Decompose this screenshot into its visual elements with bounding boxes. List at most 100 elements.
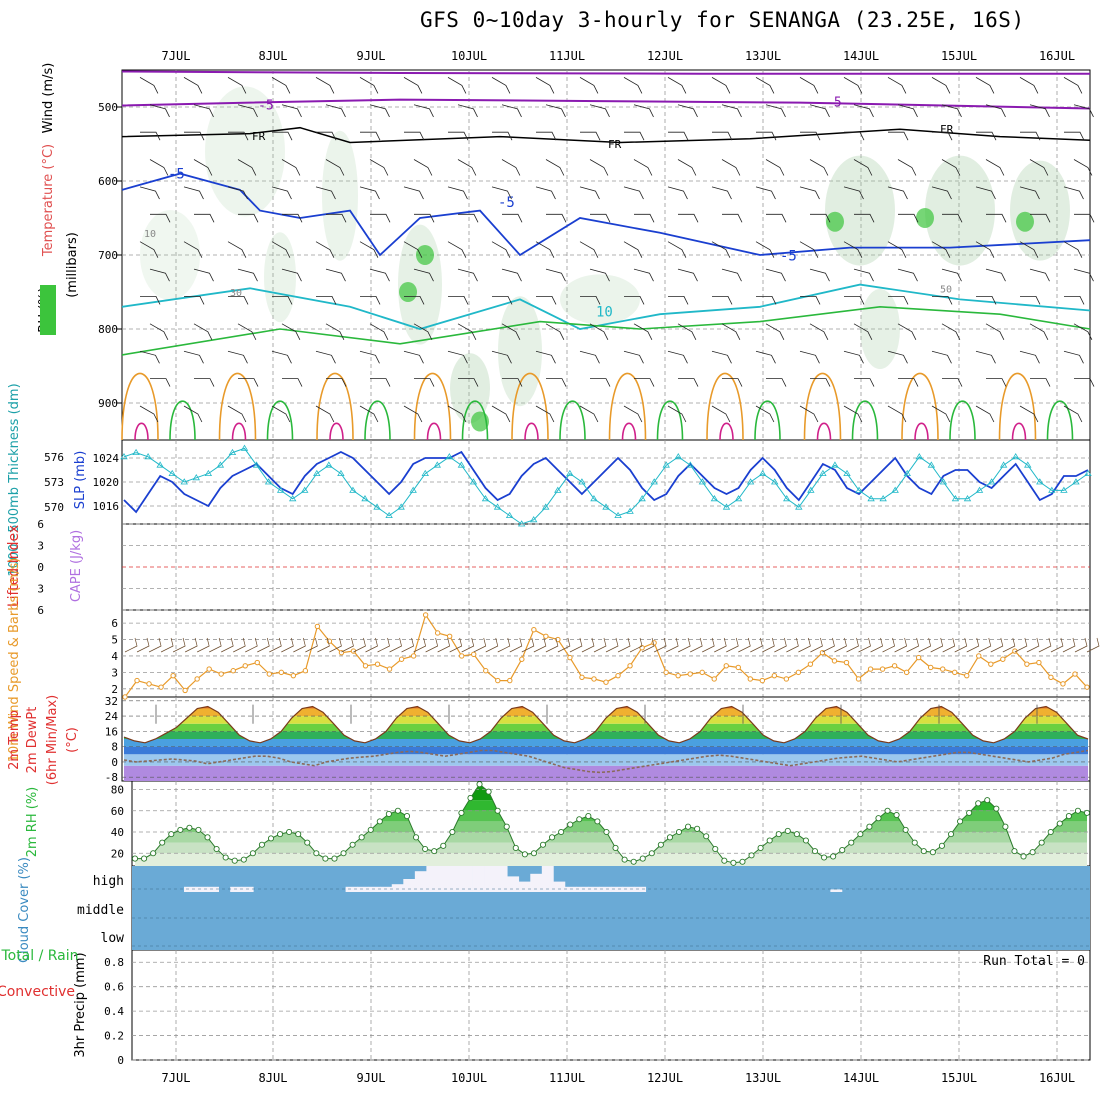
wind-speed-point [603,679,609,685]
wind-barb [1073,268,1094,282]
surface-wind-barb [269,637,282,653]
cloud-high-bar [484,866,497,892]
contour-label: -5 [826,96,842,111]
wind-barb [281,268,302,282]
wind-barb [458,378,479,387]
wind-barb [579,350,600,364]
thickness-marker [975,486,984,493]
surface-wind-barb [1002,637,1016,653]
wind-barb [888,296,909,305]
surface-wind-barb [798,637,811,653]
wind-speed-point [410,653,417,659]
wind-speed-point [952,669,958,676]
rh-point [1065,813,1072,820]
wind-barb [281,323,301,340]
thickness-marker [602,503,610,510]
rh-shading [560,274,640,325]
cool-contour-loop [949,400,976,441]
wind-speed-point [422,612,429,618]
date-label-top: 10JUL [451,49,487,63]
surface-wind-barb [461,637,475,653]
wind-barb [579,77,599,94]
wind-barb [633,159,653,176]
wind-barb [237,268,258,282]
surface-wind-barb [569,637,583,653]
rh-point [240,856,247,863]
rh-point [984,797,991,804]
wind-barb [633,268,654,282]
surface-wind-barb [1014,637,1028,653]
wind-barb [501,159,521,176]
wind-barb [491,77,511,94]
contour-label: FR [608,138,622,151]
thickness-marker [264,478,273,485]
hot-contour-loop [231,422,247,441]
wind-barb [985,323,1005,340]
thickness-marker [385,511,393,518]
slp-tick-label: 1024 [93,452,120,465]
rh-point [150,850,157,857]
wind-tick-label: 3 [111,666,118,679]
rh-tick-label: 60 [111,805,124,818]
wind-barb [1029,323,1049,340]
surface-wind-barb [834,637,847,653]
wind-speed-point [519,656,525,662]
wind-barb [139,241,159,258]
thickness-marker [397,503,405,510]
wind-barb [623,77,643,94]
rh-point [639,855,646,862]
wind-speed-point [723,663,729,669]
surface-wind-barb [738,637,751,653]
wind-barb [140,296,161,305]
precip-tick-label: 0.8 [104,956,124,969]
wind-barb [722,213,743,223]
rh-point [920,848,927,855]
hot-contour-loop [621,422,637,441]
thickness-marker [144,453,152,460]
rh-point [993,805,1000,812]
rh-shading [264,232,296,323]
wind-barb [941,323,961,340]
thickness-marker [843,469,851,476]
wind-barb [404,296,425,305]
cool-contour-loop [1046,400,1074,441]
wind-barb [1073,159,1093,176]
rh-point [1029,849,1036,856]
surface-wind-barb [293,637,306,653]
rh-point [304,839,311,846]
wind-barb [590,213,611,223]
thickness-marker [1072,478,1080,485]
wind-barb [369,268,390,282]
cloud-high-bar [634,886,647,892]
wind-speed-point [170,672,176,679]
surface-wind-barb [966,637,980,653]
surface-wind-barb [894,637,908,653]
surface-wind-barb [305,637,318,653]
cool-contour-loop [364,400,391,441]
wind-barb [535,405,555,423]
surface-wind-barb [858,637,871,653]
wind-barb [932,131,953,141]
wind-barb [149,268,170,282]
rh-tick-label: 80 [111,784,124,797]
wind-speed-point [964,672,970,679]
rh-color-band [135,821,1087,832]
wind-barb [887,405,907,423]
wind-barb [1020,131,1041,141]
thickness-marker [409,486,417,493]
wind-barb [271,350,292,364]
wind-speed-point [194,676,200,682]
rh-point [494,807,501,814]
surface-wind-barb [437,637,451,653]
wind-barb [678,378,699,387]
precip-legend-convective: Convective [0,984,75,1000]
wind-barb [932,296,953,305]
rh-point [1056,820,1063,827]
temp-unit-label: (°C) [65,727,80,753]
thickness-marker [349,486,357,493]
rh-point [530,850,537,857]
wind-barb [360,296,381,305]
thickness-marker [180,478,188,485]
wind-barb [843,241,863,258]
rh-point [331,855,338,862]
